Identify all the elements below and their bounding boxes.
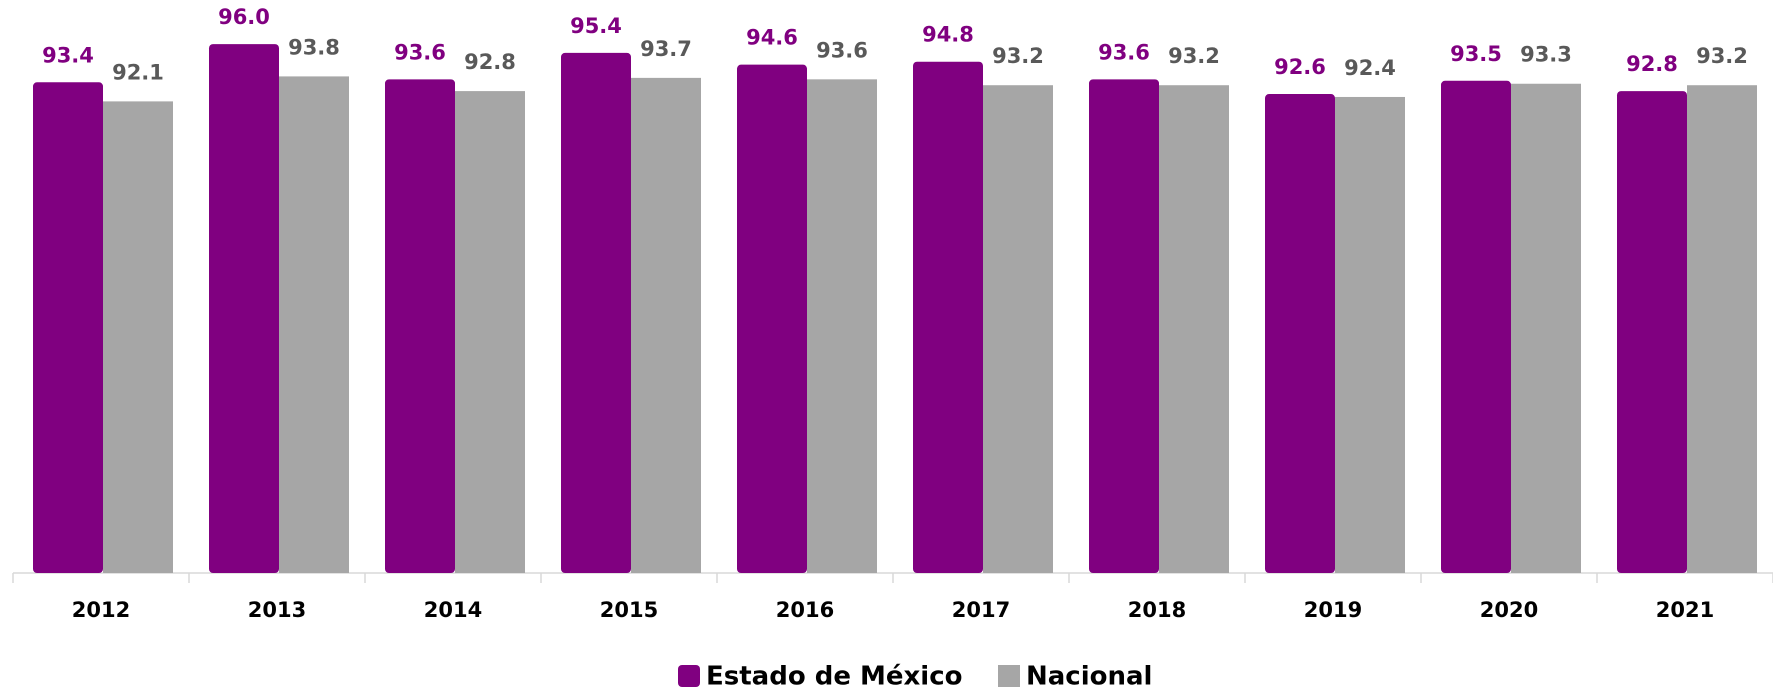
bar (1511, 83, 1581, 573)
legend-label: Nacional (1026, 662, 1152, 689)
x-tick-label: 2015 (600, 598, 658, 622)
bar (385, 79, 455, 573)
legend-swatch (998, 665, 1020, 687)
value-label: 93.8 (288, 35, 340, 59)
value-label: 94.6 (746, 26, 798, 50)
x-tick-label: 2014 (424, 598, 482, 622)
x-tick-label: 2021 (1656, 598, 1714, 622)
bar (561, 52, 631, 573)
value-label: 96.0 (218, 5, 270, 29)
x-tick-label: 2020 (1480, 598, 1538, 622)
bar (737, 64, 807, 574)
bar (1089, 79, 1159, 573)
value-label: 93.4 (42, 43, 94, 67)
value-label: 93.2 (1696, 44, 1748, 68)
value-label: 93.6 (816, 38, 868, 62)
legend-swatch (678, 665, 700, 687)
bar (631, 77, 701, 573)
x-tick-label: 2017 (952, 598, 1010, 622)
bar (1687, 85, 1757, 573)
value-label: 92.4 (1344, 56, 1396, 80)
bar (1617, 91, 1687, 573)
bar (807, 79, 877, 573)
value-label: 93.7 (640, 37, 692, 61)
bar (209, 44, 279, 574)
bar (1335, 96, 1405, 573)
value-label: 93.2 (992, 44, 1044, 68)
value-label: 93.2 (1168, 44, 1220, 68)
bar (455, 91, 525, 573)
x-tick-label: 2018 (1128, 598, 1186, 622)
bar (983, 85, 1053, 573)
value-label: 92.6 (1274, 55, 1326, 79)
legend-label: Estado de México (706, 662, 963, 689)
bar (279, 76, 349, 574)
bar (103, 101, 173, 573)
bar (913, 61, 983, 573)
x-tick-label: 2019 (1304, 598, 1362, 622)
bar (1265, 94, 1335, 574)
bar (1159, 85, 1229, 573)
value-label: 93.6 (394, 40, 446, 64)
value-label: 92.8 (464, 50, 516, 74)
value-label: 92.1 (112, 60, 164, 84)
x-tick-label: 2013 (248, 598, 306, 622)
bar (1441, 80, 1511, 574)
x-tick-label: 2016 (776, 598, 834, 622)
bar (33, 82, 103, 574)
value-label: 94.8 (922, 23, 974, 47)
value-label: 92.8 (1626, 52, 1678, 76)
value-label: 93.6 (1098, 40, 1150, 64)
value-label: 93.5 (1450, 42, 1502, 66)
value-label: 95.4 (570, 14, 622, 38)
value-label: 93.3 (1520, 43, 1572, 67)
x-tick-label: 2012 (72, 598, 130, 622)
